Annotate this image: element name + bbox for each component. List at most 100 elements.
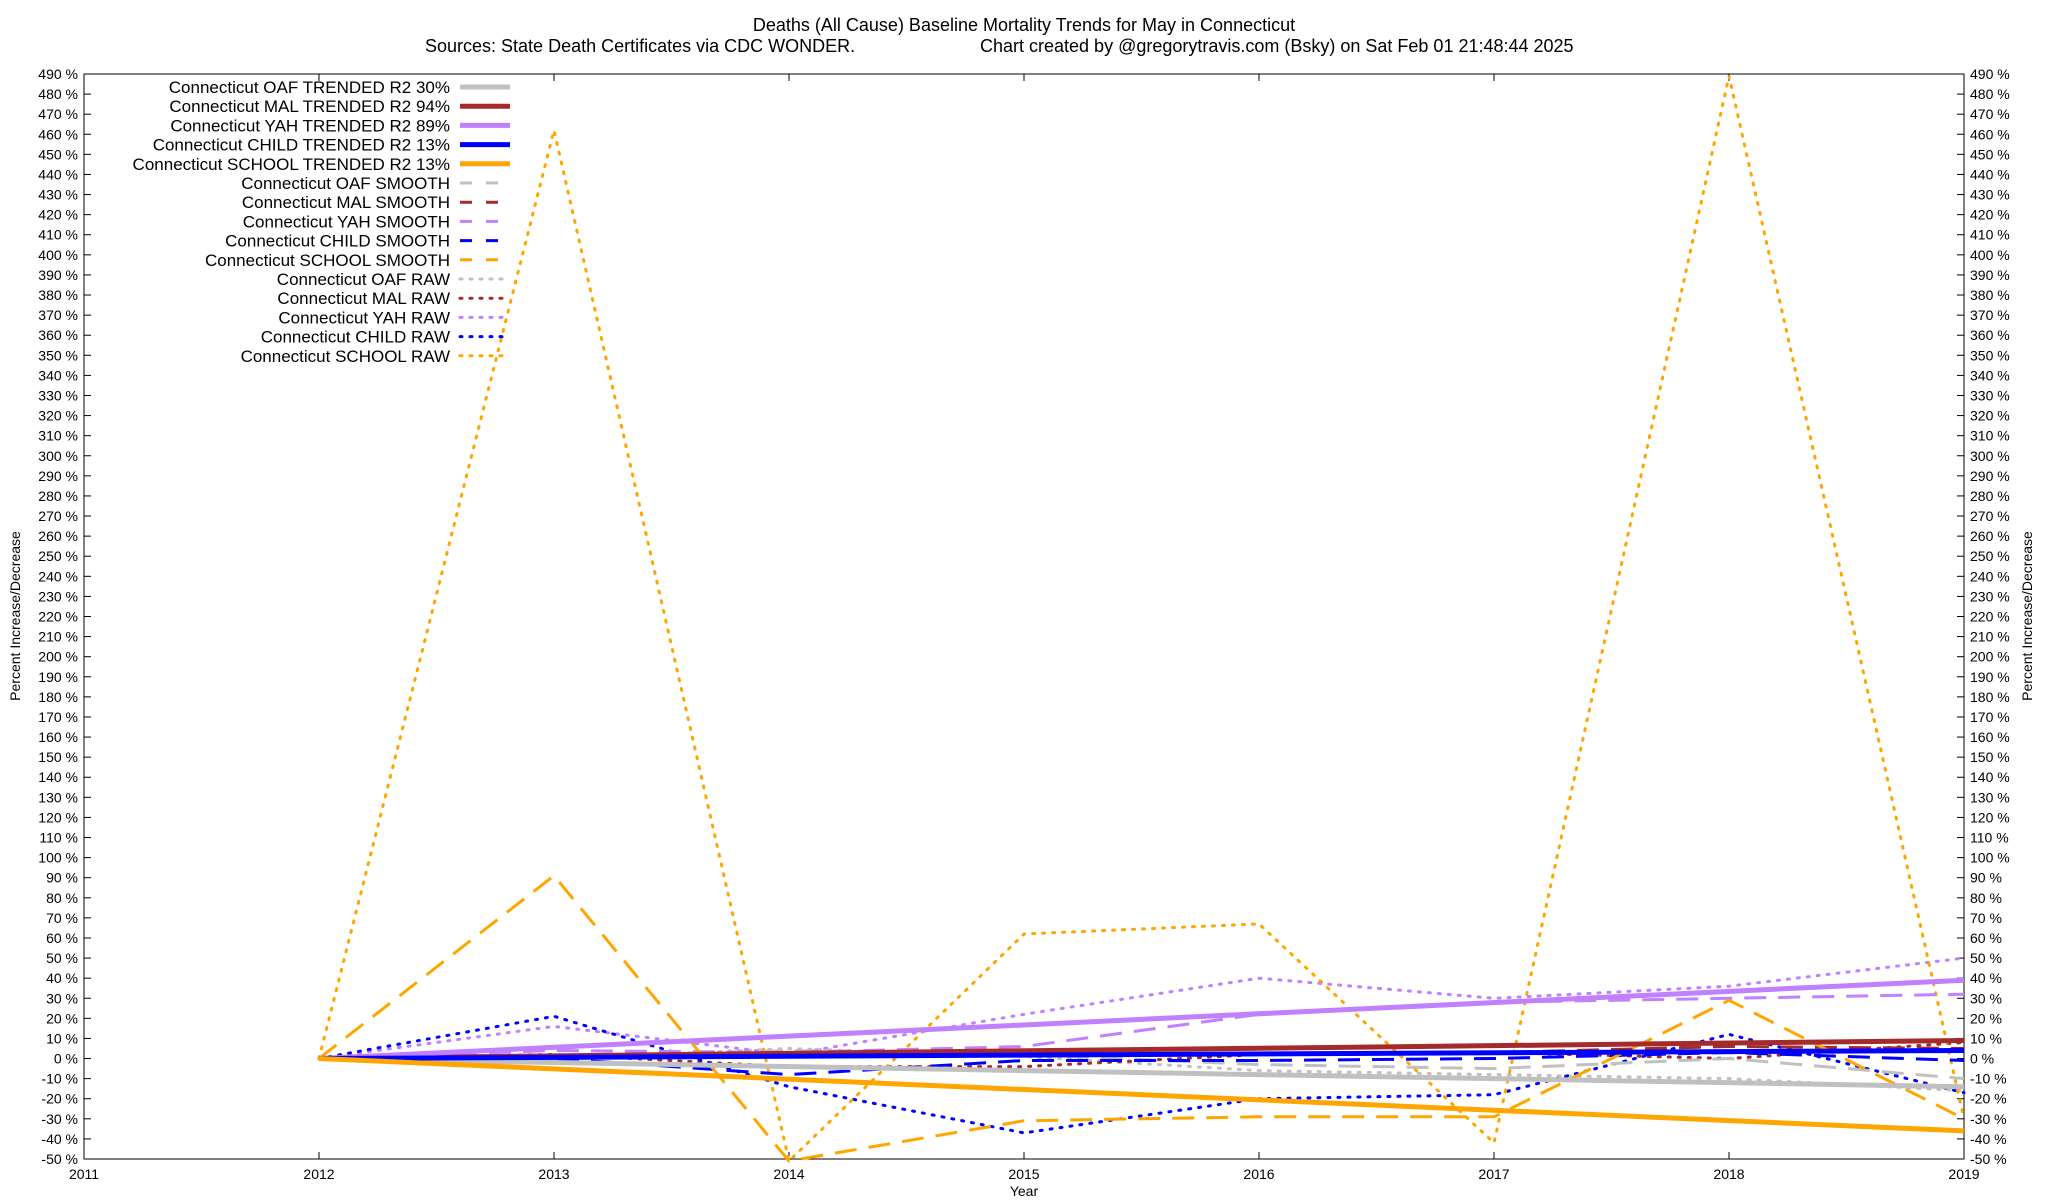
y-tick-label-left: 340 %	[38, 367, 78, 383]
y-tick-label-left: 400 %	[38, 247, 78, 263]
y-tick-label-right: 110 %	[1970, 830, 2009, 846]
y-tick-label-left: 90 %	[46, 870, 78, 886]
series-line-10	[317, 1046, 1966, 1093]
y-tick-label-right: 420 %	[1970, 207, 2010, 223]
y-tick-label-left: 80 %	[46, 890, 78, 906]
y-tick-label-left: 50 %	[46, 950, 78, 966]
series-line-9	[318, 873, 1965, 1163]
y-tick-label-left: 260 %	[38, 528, 78, 544]
y-tick-label-left: 180 %	[38, 689, 78, 705]
x-axis-ticks: 2011 2012 2013 2014 2015 2016 2017 2018 2019	[69, 74, 1980, 1182]
legend-label-6: Connecticut MAL SMOOTH	[242, 193, 450, 212]
x-tick-label: 2016	[1243, 1166, 1274, 1182]
series-line-0	[318, 1056, 1965, 1090]
y-tick-label-right: -10 %	[1970, 1071, 2007, 1087]
y-tick-label-left: 490 %	[38, 66, 78, 82]
y-tick-label-left: 390 %	[38, 267, 78, 283]
y-tick-label-left: 350 %	[38, 347, 78, 363]
x-axis-label: Year	[1010, 1183, 1039, 1199]
chart-subtitle-sources: Sources: State Death Certificates via CD…	[425, 36, 855, 56]
y-tick-label-left: 120 %	[38, 809, 78, 825]
y-tick-label-right: 80 %	[1970, 890, 2002, 906]
y-tick-label-left: 40 %	[46, 970, 78, 986]
y-tick-label-left: 450 %	[38, 146, 78, 162]
y-tick-label-left: -30 %	[41, 1111, 78, 1127]
x-tick-label: 2019	[1948, 1166, 1979, 1182]
y-tick-label-left: 430 %	[38, 187, 78, 203]
series-line-4	[318, 1056, 1965, 1134]
x-tick-label: 2015	[1008, 1166, 1039, 1182]
y-tick-label-right: 240 %	[1970, 568, 2010, 584]
series-line-12	[317, 956, 1966, 1060]
y-tick-label-right: 70 %	[1970, 910, 2002, 926]
y-tick-label-right: 20 %	[1970, 1010, 2002, 1026]
series-line-7	[318, 992, 1965, 1060]
y-tick-label-right: 490 %	[1970, 66, 2010, 82]
y-tick-label-right: 470 %	[1970, 106, 2010, 122]
legend: Connecticut OAF TRENDED R2 30%Connecticu…	[133, 78, 512, 366]
y-tick-label-left: 480 %	[38, 86, 78, 102]
y-tick-label-right: 400 %	[1970, 247, 2010, 263]
y-tick-label-left: 220 %	[38, 609, 78, 625]
y-tick-label-right: 320 %	[1970, 408, 2010, 424]
y-tick-label-right: 230 %	[1970, 588, 2010, 604]
y-tick-label-left: 30 %	[46, 990, 78, 1006]
y-tick-label-right: 120 %	[1970, 809, 2010, 825]
y-tick-label-right: 140 %	[1970, 769, 2010, 785]
y-tick-label-left: 370 %	[38, 307, 78, 323]
series-line-13	[317, 1014, 1966, 1135]
y-tick-label-right: -30 %	[1970, 1111, 2007, 1127]
y-tick-label-right: 310 %	[1970, 428, 2010, 444]
legend-label-8: Connecticut CHILD SMOOTH	[225, 232, 450, 251]
y-tick-label-right: 410 %	[1970, 227, 2010, 243]
y-tick-label-left: 360 %	[38, 327, 78, 343]
y-tick-label-right: 0 %	[1970, 1051, 1994, 1067]
y-tick-label-right: 90 %	[1970, 870, 2002, 886]
legend-label-11: Connecticut MAL RAW	[277, 289, 450, 308]
y2-axis-label: Percent Increase/Decrease	[2019, 531, 2035, 701]
y-tick-label-right: -40 %	[1970, 1131, 2007, 1147]
y-tick-label-left: 420 %	[38, 207, 78, 223]
series-line-2	[318, 977, 1965, 1061]
y-tick-label-left: 270 %	[38, 508, 78, 524]
y-tick-label-left: 60 %	[46, 930, 78, 946]
y-tick-label-right: 180 %	[1970, 689, 2010, 705]
legend-label-7: Connecticut YAH SMOOTH	[243, 212, 450, 231]
y-tick-label-left: 130 %	[38, 789, 78, 805]
y-tick-label-left: 300 %	[38, 448, 78, 464]
y-tick-label-left: 20 %	[46, 1010, 78, 1026]
y-tick-label-right: 220 %	[1970, 609, 2010, 625]
y-tick-label-right: 200 %	[1970, 649, 2010, 665]
y-tick-label-left: 100 %	[38, 850, 78, 866]
y-tick-label-left: 200 %	[38, 649, 78, 665]
series-line-14	[317, 75, 1966, 1164]
chart-title: Deaths (All Cause) Baseline Mortality Tr…	[753, 15, 1295, 35]
y-tick-label-left: 70 %	[46, 910, 78, 926]
legend-label-2: Connecticut YAH TRENDED R2 89%	[170, 116, 450, 135]
y-tick-label-right: 370 %	[1970, 307, 2010, 323]
y-tick-label-right: 440 %	[1970, 166, 2010, 182]
y-tick-label-left: 0 %	[54, 1051, 78, 1067]
y-tick-label-left: 250 %	[38, 548, 78, 564]
x-tick-label: 2012	[303, 1166, 334, 1182]
y-tick-label-left: 280 %	[38, 488, 78, 504]
y-tick-label-right: 460 %	[1970, 126, 2010, 142]
y-tick-label-left: 10 %	[46, 1030, 78, 1046]
y-tick-label-right: 340 %	[1970, 367, 2010, 383]
y-tick-label-right: 250 %	[1970, 548, 2010, 564]
y-tick-label-left: 240 %	[38, 568, 78, 584]
y-tick-label-right: 280 %	[1970, 488, 2010, 504]
y-tick-label-right: 350 %	[1970, 347, 2010, 363]
y-tick-label-right: 100 %	[1970, 850, 2010, 866]
y-tick-label-left: 470 %	[38, 106, 78, 122]
y-tick-label-left: 140 %	[38, 769, 78, 785]
y-tick-label-right: 380 %	[1970, 287, 2010, 303]
y-tick-label-left: 170 %	[38, 709, 78, 725]
legend-label-5: Connecticut OAF SMOOTH	[241, 174, 450, 193]
y-tick-label-right: 170 %	[1970, 709, 2010, 725]
legend-label-14: Connecticut SCHOOL RAW	[241, 347, 450, 366]
y-tick-label-left: 310 %	[38, 428, 78, 444]
x-tick-label: 2011	[69, 1166, 99, 1182]
y-tick-label-left: 150 %	[38, 749, 78, 765]
x-tick-label: 2013	[538, 1166, 569, 1182]
